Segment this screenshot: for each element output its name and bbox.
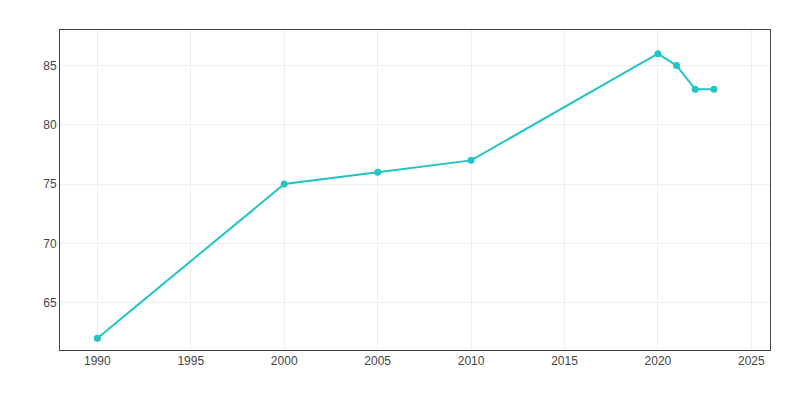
svg-text:2025: 2025 <box>738 354 765 368</box>
svg-text:2010: 2010 <box>458 354 485 368</box>
svg-text:75: 75 <box>43 177 57 191</box>
svg-text:2005: 2005 <box>364 354 391 368</box>
svg-text:65: 65 <box>43 296 57 310</box>
svg-text:70: 70 <box>43 237 57 251</box>
svg-text:2015: 2015 <box>551 354 578 368</box>
svg-text:1990: 1990 <box>84 354 111 368</box>
svg-text:2000: 2000 <box>271 354 298 368</box>
svg-text:85: 85 <box>43 59 57 73</box>
svg-text:80: 80 <box>43 118 57 132</box>
svg-text:2020: 2020 <box>645 354 672 368</box>
svg-text:1995: 1995 <box>177 354 204 368</box>
